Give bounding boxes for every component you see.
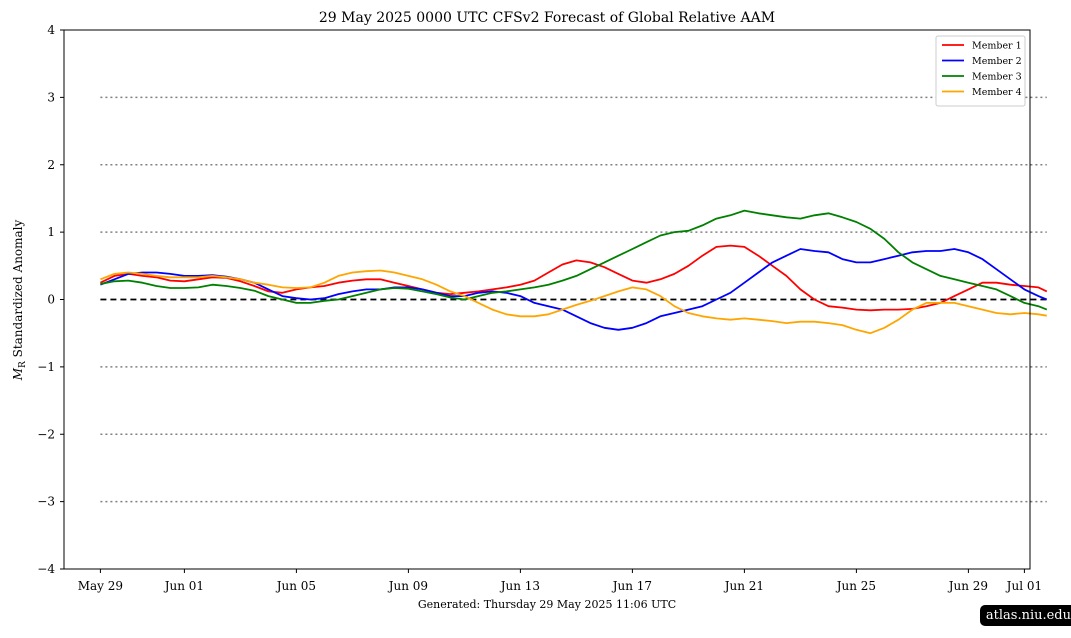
x-axis: May 29 Jun 01 Jun 05 Jun 09 Jun 13 Jun 17 Jun … — [78, 569, 1042, 593]
legend-box — [935, 35, 1026, 107]
y-tick-label: −4 — [37, 562, 55, 576]
y-tick-label: −3 — [37, 495, 55, 509]
x-tick-label: Jun 01 — [163, 579, 204, 593]
series-line-member-1 — [100, 244, 1048, 312]
generated-timestamp: Generated: Thursday 29 May 2025 11:06 UT… — [418, 598, 676, 611]
watermark-badge: atlas.niu.edu — [979, 605, 1071, 626]
y-tick-label: −1 — [37, 360, 55, 374]
x-tick-label: May 29 — [78, 579, 123, 593]
legend-entry-label: Member 1 — [972, 41, 1022, 52]
series-lines — [100, 209, 1048, 335]
y-tick-label: −2 — [37, 427, 55, 441]
y-tick-label: 1 — [47, 225, 55, 239]
x-tick-label: Jul 01 — [1005, 579, 1042, 593]
chart-title: 29 May 2025 0000 UTC CFSv2 Forecast of G… — [319, 10, 775, 26]
x-tick-label: Jun 29 — [947, 579, 988, 593]
series-line-member-4 — [100, 269, 1047, 335]
y-axis-label: MR Standardized Anomaly — [11, 219, 28, 381]
legend-entry-label: Member 4 — [972, 87, 1022, 98]
x-tick-label: Jun 13 — [499, 579, 540, 593]
reference-lines — [100, 96, 1047, 503]
y-tick-label: 0 — [47, 293, 55, 307]
legend-entry-label: Member 3 — [972, 72, 1022, 83]
legend: Member 1 Member 2 Member 3 Member 4 — [935, 35, 1026, 107]
y-tick-label: 3 — [47, 90, 55, 104]
x-tick-label: Jun 05 — [275, 579, 316, 593]
x-tick-label: Jun 09 — [387, 579, 428, 593]
legend-entry-label: Member 2 — [972, 56, 1022, 67]
y-axis: −4 −3 −2 −1 0 1 2 3 4 — [37, 23, 64, 576]
x-tick-label: Jun 21 — [723, 579, 764, 593]
x-tick-label: Jun 25 — [835, 579, 876, 593]
y-tick-label: 2 — [47, 158, 55, 172]
x-tick-label: Jun 17 — [611, 579, 652, 593]
series-line-member-2 — [100, 248, 1048, 331]
series-line-member-3 — [100, 209, 1048, 311]
y-tick-label: 4 — [47, 23, 55, 37]
